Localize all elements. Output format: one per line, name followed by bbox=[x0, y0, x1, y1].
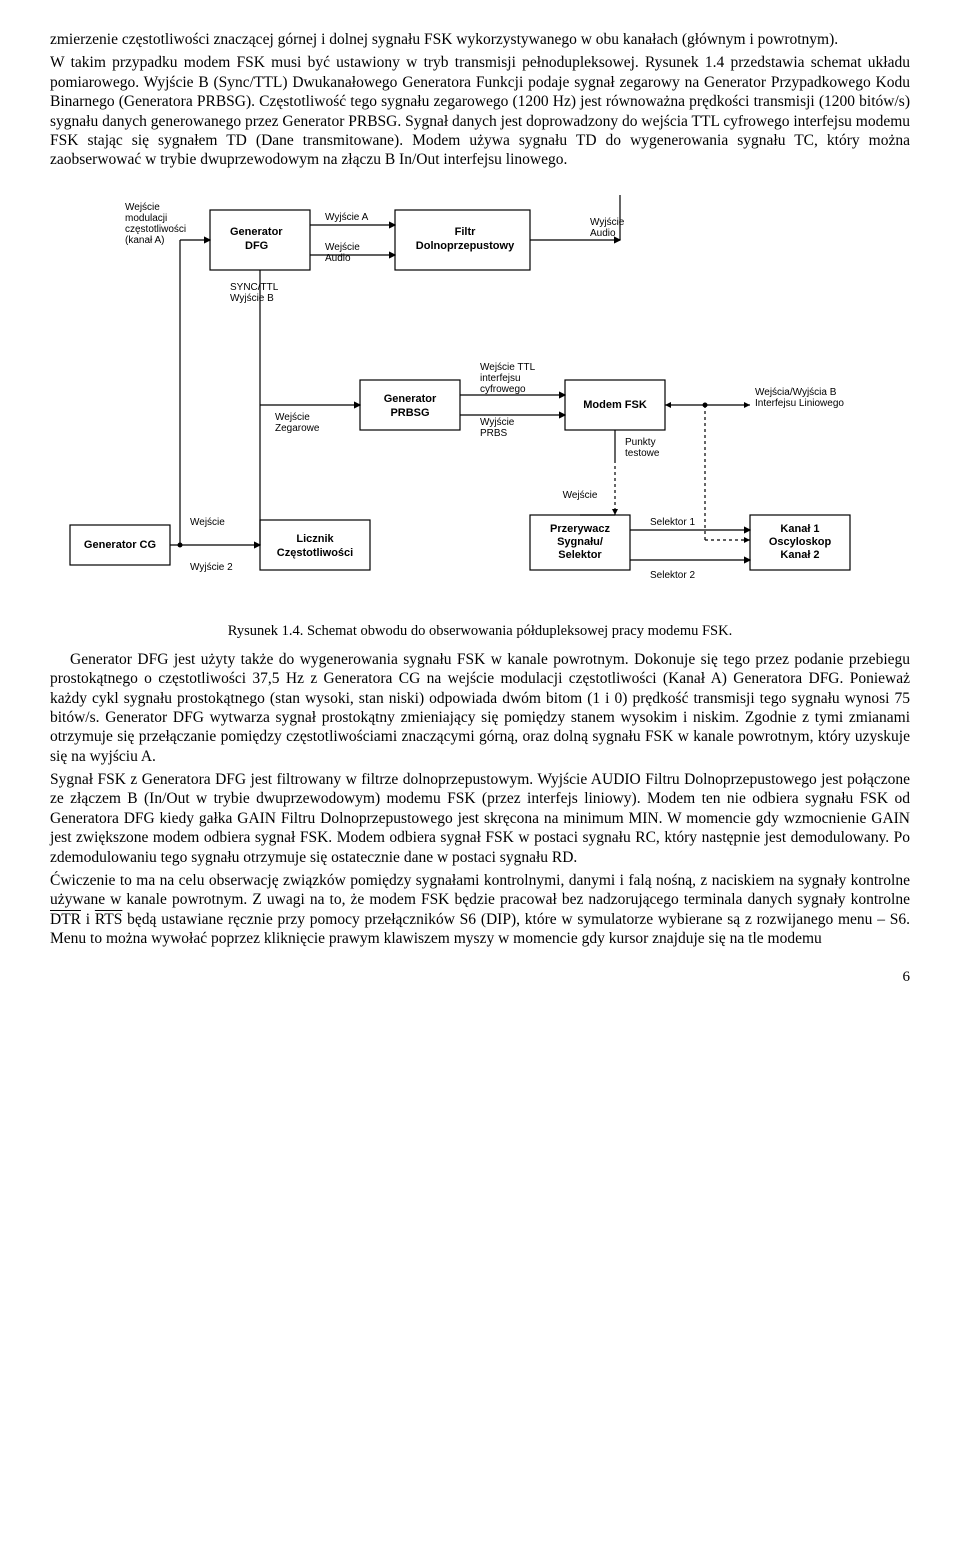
label-selektor-2: Selektor 2 bbox=[650, 570, 695, 581]
label-generator-dfg: GeneratorDFG bbox=[230, 226, 283, 252]
label-wyjscie-2: Wyjście 2 bbox=[190, 562, 233, 573]
label-filtr: FiltrDolnoprzepustowy bbox=[416, 226, 515, 252]
page-number: 6 bbox=[50, 968, 910, 987]
label-wyjscie-prbs: WyjściePRBS bbox=[480, 417, 515, 439]
label-selektor-1: Selektor 1 bbox=[650, 517, 695, 528]
label-przerywacz: PrzerywaczSygnału/Selektor bbox=[550, 523, 610, 561]
label-modem-fsk: Modem FSK bbox=[583, 399, 647, 411]
paragraph-3c: Ćwiczenie to ma na celu obserwację związ… bbox=[50, 871, 910, 949]
box-prbsg bbox=[360, 380, 460, 430]
figure-caption: Rysunek 1.4. Schemat obwodu do obserwowa… bbox=[50, 622, 910, 640]
paragraph-3a: Generator DFG jest użyty także do wygene… bbox=[50, 650, 910, 766]
label-generator-cg: Generator CG bbox=[84, 539, 156, 551]
paragraph-2: W takim przypadku modem FSK musi być ust… bbox=[50, 53, 910, 169]
rts-overline: RTS bbox=[95, 911, 123, 928]
label-prbsg: GeneratorPRBSG bbox=[384, 393, 437, 419]
para3c-pre: Ćwiczenie to ma na celu obserwację związ… bbox=[50, 872, 910, 908]
label-kanal: Kanał 1OscyloskopKanał 2 bbox=[769, 523, 832, 561]
paragraph-3b: Sygnał FSK z Generatora DFG jest filtrow… bbox=[50, 770, 910, 867]
label-wejscie-przer: Wejście bbox=[563, 490, 598, 501]
label-sync-ttl: SYNC/TTLWyjście B bbox=[230, 282, 279, 304]
label-wejscie-ttl: Wejście TTLinterfejsucyfrowego bbox=[480, 362, 536, 395]
box-licznik bbox=[260, 520, 370, 570]
label-licznik: LicznikCzęstotliwości bbox=[277, 533, 353, 559]
label-wejscie-zegarowe: WejścieZegarowe bbox=[275, 412, 320, 434]
and-word: i bbox=[81, 911, 95, 928]
label-wejscia-b: Wejścia/Wyjścia BInterfejsu Liniowego bbox=[755, 387, 844, 409]
label-wejscie-plain: Wejście bbox=[190, 517, 225, 528]
paragraph-1: zmierzenie częstotliwości znaczącej górn… bbox=[50, 30, 910, 49]
label-wyjscie-a: Wyjście A bbox=[325, 212, 369, 223]
label-punkty-testowe: Punktytestowe bbox=[625, 437, 660, 459]
para3c-post: będą ustawiane ręcznie przy pomocy przeł… bbox=[50, 911, 910, 947]
dtr-overline: DTR bbox=[50, 911, 81, 928]
label-wejscie-mod: Wejściemodulacjiczęstotliwości(kanał A) bbox=[125, 202, 186, 246]
block-diagram: Wejściemodulacjiczęstotliwości(kanał A) … bbox=[50, 180, 910, 610]
label-wejscie-audio: WejścieAudio bbox=[325, 242, 360, 264]
